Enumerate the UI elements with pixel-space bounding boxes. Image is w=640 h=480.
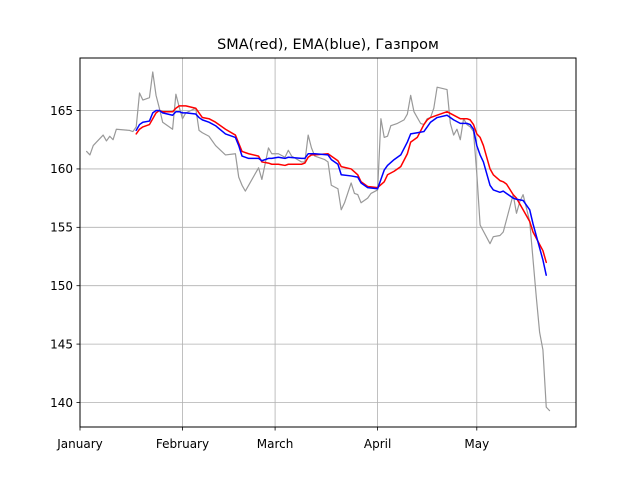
chart-title: SMA(red), EMA(blue), Газпром <box>217 37 439 53</box>
y-tick-label: 140 <box>50 396 73 410</box>
y-tick-label: 145 <box>50 337 73 351</box>
y-axis: 140 145 150 155 160 165 <box>50 104 80 410</box>
plot-area <box>80 58 576 427</box>
sma-line <box>135 105 547 264</box>
x-tick-label: April <box>364 437 391 451</box>
y-tick-label: 160 <box>50 162 73 176</box>
price-line <box>86 71 551 412</box>
x-tick-label: May <box>464 437 489 451</box>
series-group <box>86 71 551 412</box>
x-tick-label: February <box>156 437 209 451</box>
ema-line <box>135 109 547 276</box>
x-tick-label: January <box>56 437 103 451</box>
x-axis: January February March April May <box>56 427 489 451</box>
y-tick-label: 150 <box>50 279 73 293</box>
axes-frame <box>79 57 577 428</box>
y-tick-label: 155 <box>50 221 73 235</box>
x-tick-label: March <box>257 437 294 451</box>
grid <box>79 58 576 427</box>
y-tick-label: 165 <box>50 104 73 118</box>
